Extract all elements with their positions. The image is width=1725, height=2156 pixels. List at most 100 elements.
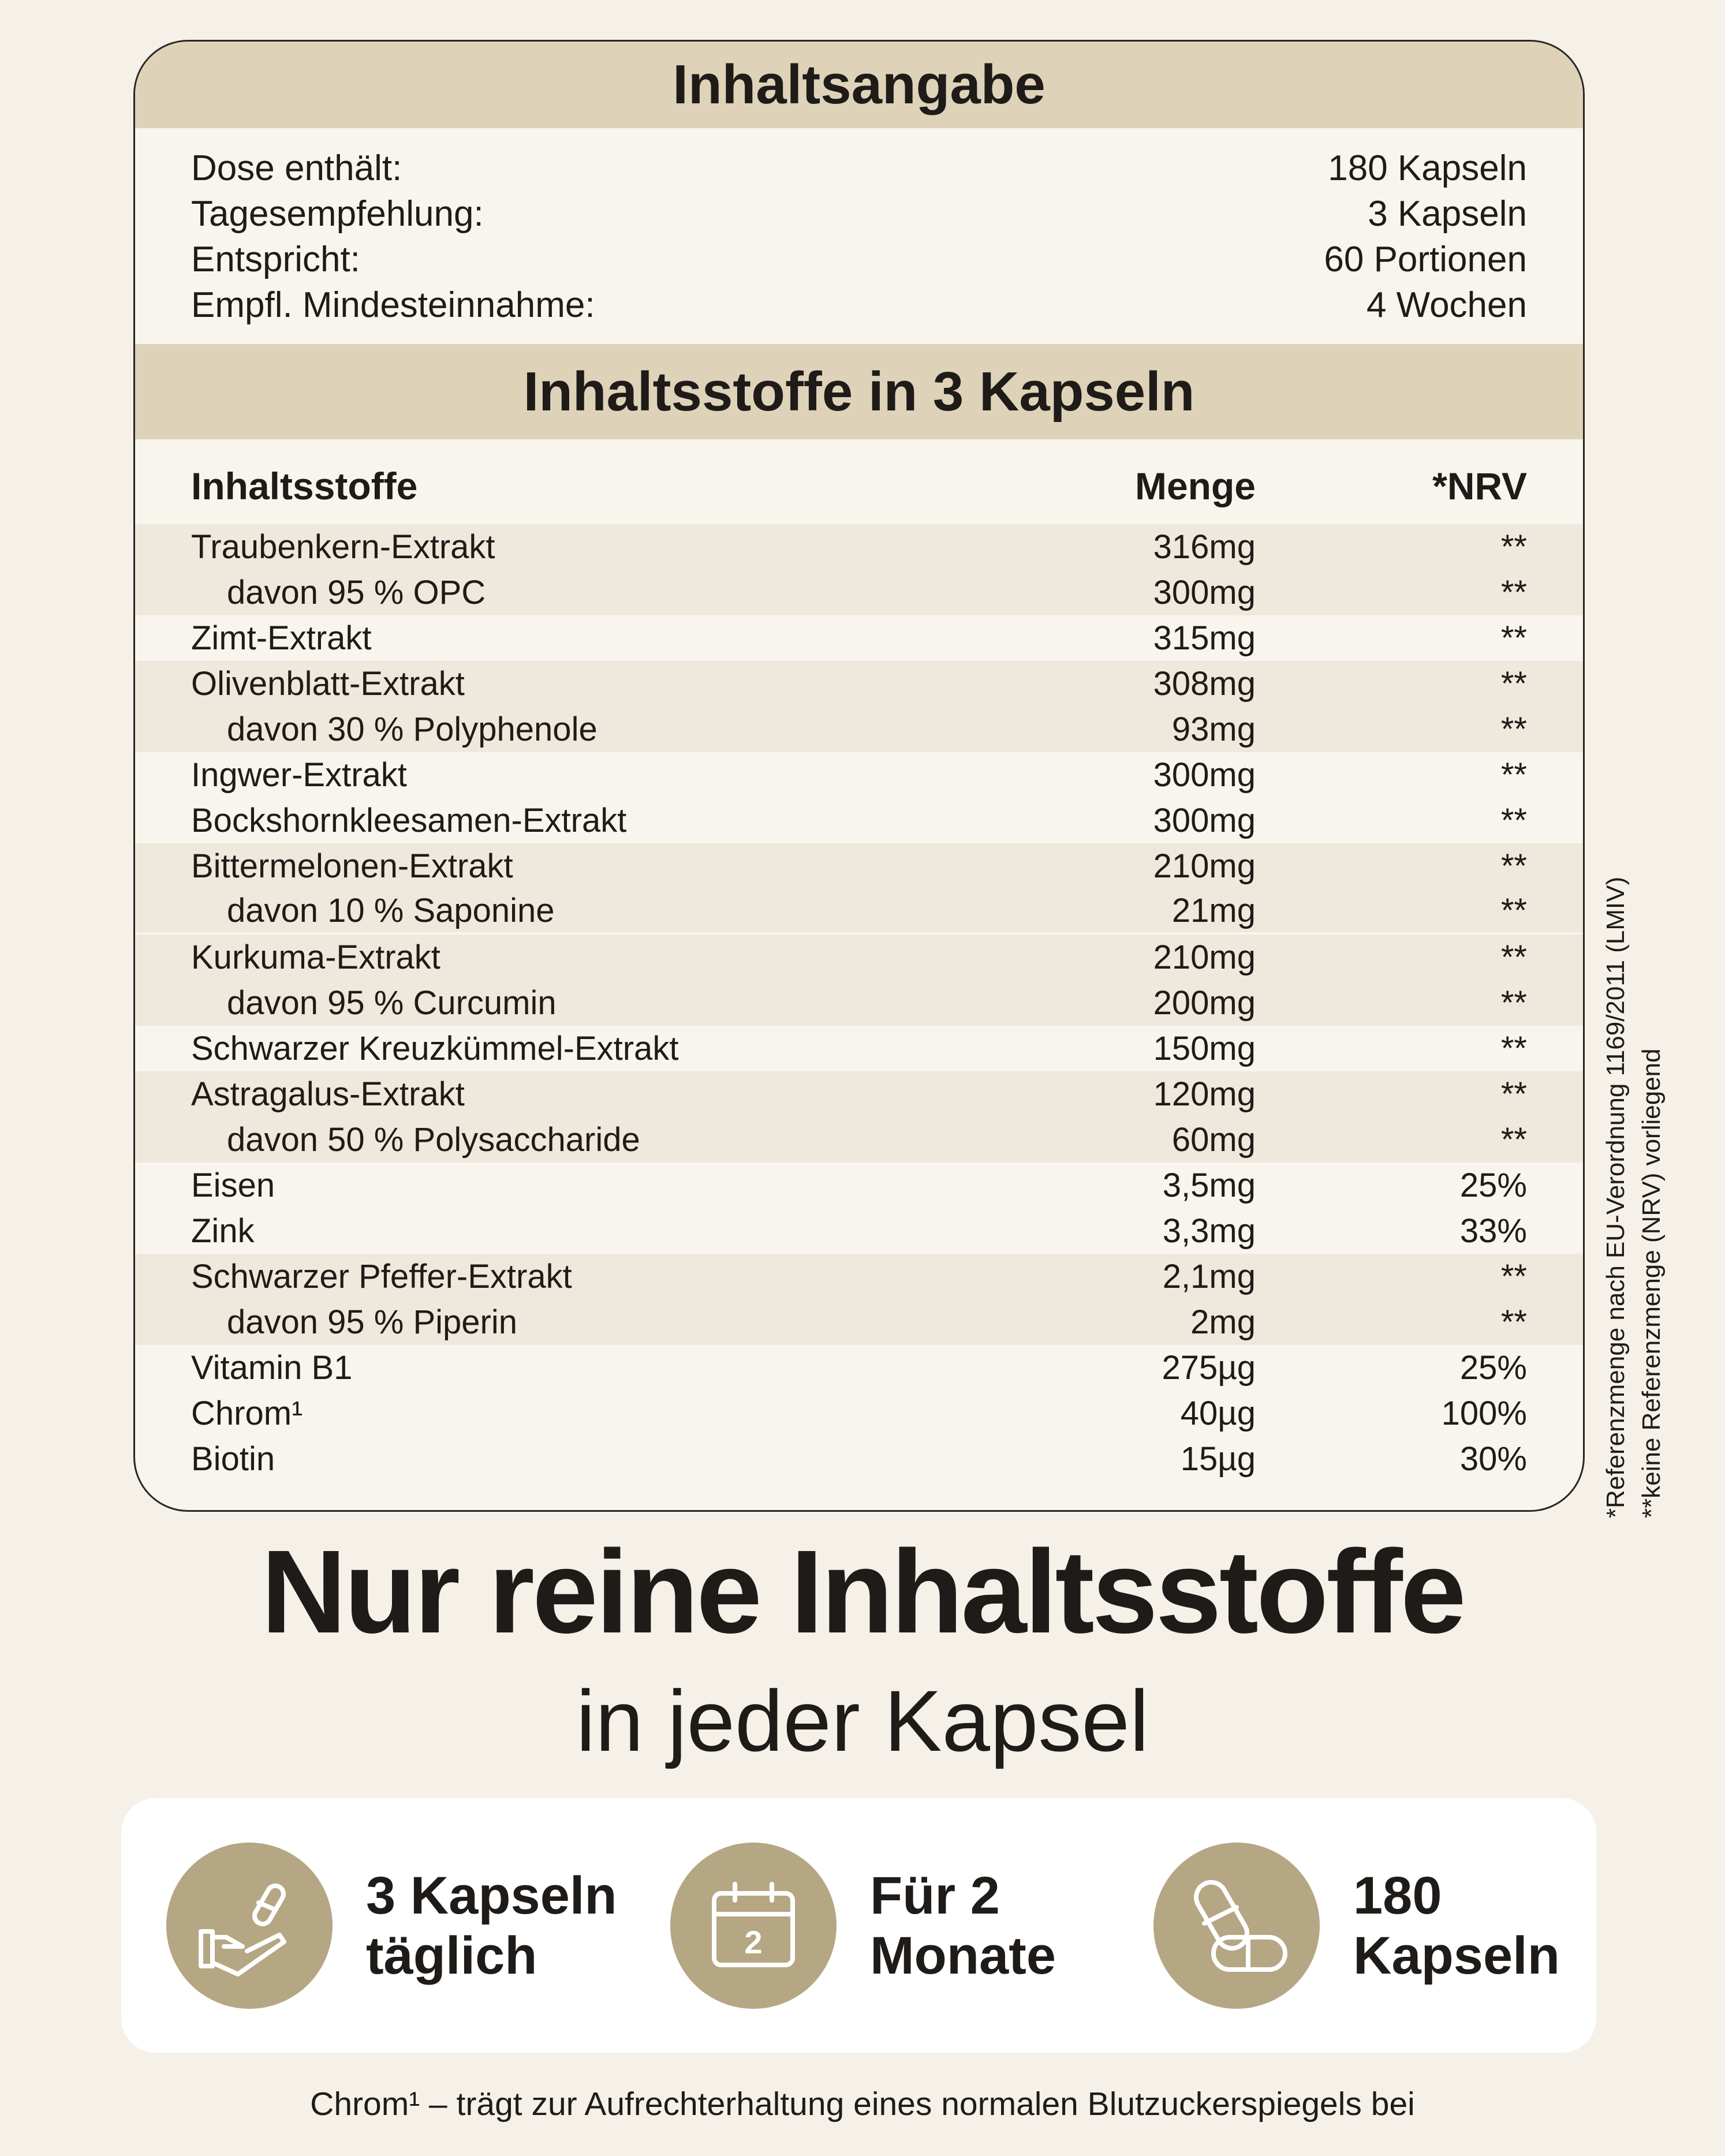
- ingredient-name: Vitamin B1: [191, 1349, 353, 1387]
- feature-duration: 2 Für 2 Monate: [670, 1798, 1056, 2053]
- ingredient-name: Eisen: [191, 1167, 275, 1204]
- info-value: 4 Wochen: [1366, 285, 1527, 325]
- table-header: Inhaltsstoffe Menge *NRV: [191, 463, 1527, 509]
- info-label: Dose enthält:: [191, 148, 402, 188]
- ingredient-nrv: **: [1500, 1030, 1527, 1067]
- calendar-day: 2: [744, 1924, 762, 1960]
- ingredient-nrv: **: [1500, 665, 1527, 703]
- ingredient-name: Zimt-Extrakt: [191, 619, 372, 657]
- ingredient-amount: 93mg: [1171, 711, 1256, 748]
- table-row: Traubenkern-Extrakt 316mg **: [135, 524, 1583, 570]
- footer-note: Chrom¹ – trägt zur Aufrechterhaltung ein…: [310, 2086, 1415, 2123]
- feature-line1: 180: [1353, 1866, 1442, 1925]
- ingredient-nrv: 100%: [1441, 1395, 1527, 1432]
- info-row: Empfl. Mindesteinnahme: 4 Wochen: [191, 282, 1527, 328]
- feature-line2: Monate: [870, 1926, 1056, 1985]
- header-amount: Menge: [1134, 465, 1256, 507]
- ingredient-amount: 316mg: [1153, 528, 1256, 566]
- info-value: 180 Kapseln: [1328, 148, 1527, 188]
- header-nrv: *NRV: [1432, 465, 1527, 507]
- table-row: davon 30 % Polyphenole 93mg **: [135, 707, 1583, 752]
- ingredient-amount: 3,3mg: [1162, 1212, 1256, 1250]
- ingredient-name: Astragalus-Extrakt: [191, 1075, 465, 1113]
- ingredient-nrv: 33%: [1459, 1212, 1527, 1250]
- ingredient-nrv: **: [1500, 1121, 1527, 1159]
- ingredient-amount: 150mg: [1153, 1030, 1256, 1067]
- info-label: Empfl. Mindesteinnahme:: [191, 285, 595, 325]
- header-name: Inhaltsstoffe: [191, 465, 418, 507]
- feature-line2: Kapseln: [1353, 1926, 1560, 1985]
- ingredient-amount: 2,1mg: [1162, 1258, 1256, 1295]
- table-row: Bittermelonen-Extrakt 210mg **: [135, 843, 1583, 889]
- ingredient-name: davon 95 % OPC: [227, 574, 486, 611]
- ingredient-amount: 308mg: [1153, 665, 1256, 703]
- ingredient-nrv: **: [1500, 1303, 1527, 1341]
- ingredient-amount: 2mg: [1190, 1303, 1256, 1341]
- ingredient-nrv: **: [1500, 1075, 1527, 1113]
- ingredient-amount: 15µg: [1180, 1440, 1256, 1478]
- ingredient-amount: 210mg: [1153, 939, 1256, 976]
- ingredient-nrv: 25%: [1459, 1349, 1527, 1387]
- ingredient-amount: 300mg: [1153, 574, 1256, 611]
- ingredient-nrv: **: [1500, 574, 1527, 611]
- ingredient-name: Schwarzer Pfeffer-Extrakt: [191, 1258, 572, 1295]
- footnotes: *Referenzmenge nach EU-Verordnung 1169/2…: [1598, 877, 1670, 1518]
- features-box: 3 Kapseln täglich 2 Für 2 Monate 180 Kapsel…: [121, 1798, 1596, 2053]
- ingredient-name: Traubenkern-Extrakt: [191, 528, 495, 566]
- calendar-icon: 2: [670, 1842, 837, 2009]
- ingredient-nrv: **: [1500, 847, 1527, 885]
- ingredient-amount: 120mg: [1153, 1075, 1256, 1113]
- ingredient-name: Bittermelonen-Extrakt: [191, 847, 513, 885]
- ingredient-name: davon 95 % Piperin: [227, 1303, 517, 1341]
- ingredient-nrv: **: [1500, 756, 1527, 794]
- hand-capsule-icon: [166, 1842, 333, 2009]
- ingredients-card: Inhaltsangabe Dose enthält: 180 Kapseln T…: [133, 40, 1585, 1512]
- table-body: Traubenkern-Extrakt 316mg ** davon 95 % OPC…: [135, 524, 1583, 1482]
- section-title: Inhaltsstoffe in 3 Kapseln: [523, 360, 1195, 423]
- table-row: davon 95 % OPC 300mg **: [135, 570, 1583, 615]
- ingredient-name: Schwarzer Kreuzkümmel-Extrakt: [191, 1030, 679, 1067]
- ingredient-nrv: **: [1500, 528, 1527, 566]
- table-row: davon 10 % Saponine 21mg **: [135, 889, 1583, 935]
- ingredient-nrv: 25%: [1459, 1167, 1527, 1204]
- table-row: Schwarzer Pfeffer-Extrakt 2,1mg **: [135, 1254, 1583, 1299]
- ingredient-name: davon 50 % Polysaccharide: [227, 1121, 640, 1159]
- ingredient-amount: 200mg: [1153, 984, 1256, 1022]
- ingredient-nrv: **: [1500, 892, 1527, 929]
- ingredient-nrv: **: [1500, 802, 1527, 839]
- table-row: Ingwer-Extrakt 300mg **: [135, 752, 1583, 798]
- table-row: Zink 3,3mg 33%: [135, 1208, 1583, 1254]
- table-row: Vitamin B1 275µg 25%: [135, 1345, 1583, 1391]
- ingredient-name: Bockshornkleesamen-Extrakt: [191, 802, 627, 839]
- capsules-icon: [1153, 1842, 1320, 2009]
- footnote-nrv: *Referenzmenge nach EU-Verordnung 1169/2…: [1601, 876, 1630, 1518]
- ingredient-name: Biotin: [191, 1440, 275, 1478]
- info-value: 3 Kapseln: [1368, 194, 1527, 234]
- info-row: Tagesempfehlung: 3 Kapseln: [191, 191, 1527, 237]
- table-row: davon 95 % Piperin 2mg **: [135, 1299, 1583, 1345]
- ingredient-amount: 210mg: [1153, 847, 1256, 885]
- ingredient-name: Chrom¹: [191, 1395, 303, 1432]
- table-row: davon 50 % Polysaccharide 60mg **: [135, 1117, 1583, 1163]
- ingredient-name: davon 95 % Curcumin: [227, 984, 557, 1022]
- feature-line1: 3 Kapseln: [366, 1866, 617, 1925]
- ingredient-name: Ingwer-Extrakt: [191, 756, 407, 794]
- info-list: Dose enthält: 180 Kapseln Tagesempfehlung…: [191, 145, 1527, 328]
- section-band: Inhaltsstoffe in 3 Kapseln: [135, 344, 1583, 439]
- table-row: davon 95 % Curcumin 200mg **: [135, 980, 1583, 1026]
- ingredient-nrv: **: [1500, 939, 1527, 976]
- info-row: Entspricht: 60 Portionen: [191, 237, 1527, 282]
- info-value: 60 Portionen: [1324, 240, 1527, 279]
- header-title: Inhaltsangabe: [673, 54, 1046, 115]
- ingredient-amount: 60mg: [1171, 1121, 1256, 1159]
- feature-line1: Für 2: [870, 1866, 1000, 1925]
- subline: in jeder Kapsel: [576, 1672, 1149, 1769]
- ingredient-nrv: 30%: [1459, 1440, 1527, 1478]
- table-row: Zimt-Extrakt 315mg **: [135, 615, 1583, 661]
- header-band: Inhaltsangabe: [135, 42, 1583, 128]
- table-row: Olivenblatt-Extrakt 308mg **: [135, 661, 1583, 707]
- ingredient-amount: 40µg: [1180, 1395, 1256, 1432]
- info-label: Entspricht:: [191, 240, 360, 279]
- ingredient-name: Zink: [191, 1212, 255, 1250]
- ingredient-amount: 3,5mg: [1162, 1167, 1256, 1204]
